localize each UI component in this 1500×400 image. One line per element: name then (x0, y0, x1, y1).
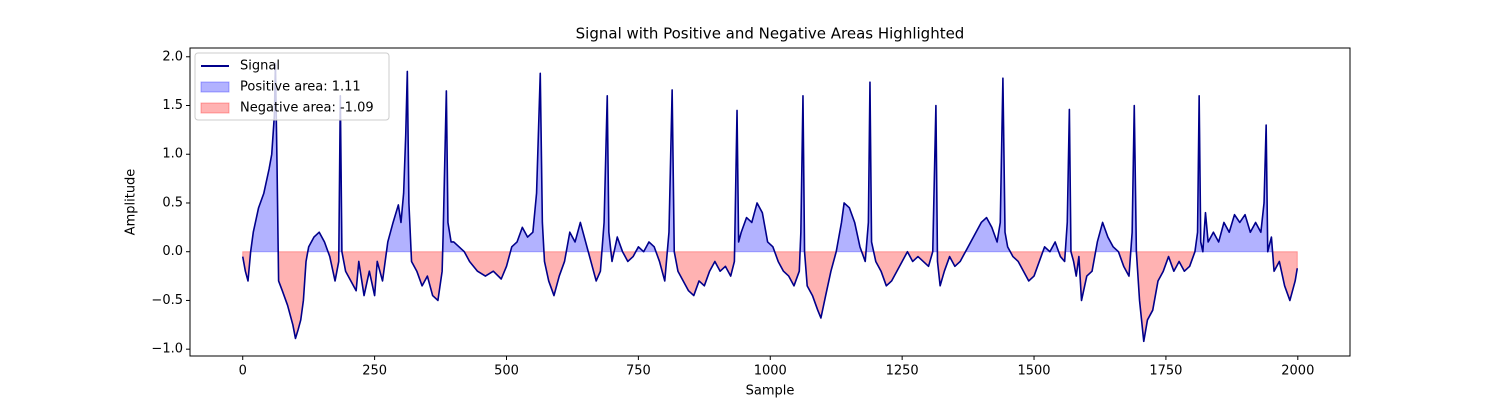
y-axis-label: Amplitude (124, 169, 139, 236)
signal-line (241, 62, 1299, 343)
legend-label: Signal (240, 59, 280, 74)
y-tick-label: −1.0 (151, 342, 183, 357)
legend-label: Positive area: 1.11 (240, 80, 361, 95)
x-tick-label: 500 (494, 364, 519, 379)
x-tick-label: 0 (239, 364, 247, 379)
x-tick-label: 1500 (1017, 364, 1050, 379)
y-tick-label: 0.0 (162, 244, 183, 259)
y-tick-label: 1.0 (162, 147, 183, 162)
legend-label: Negative area: -1.09 (240, 101, 374, 116)
legend-handle (200, 81, 230, 93)
y-tick-label: 1.5 (162, 98, 183, 113)
x-tick-label: 2000 (1281, 364, 1314, 379)
legend-handle (200, 102, 230, 114)
x-tick-label: 1750 (1149, 364, 1182, 379)
y-tick-label: 0.5 (162, 195, 183, 210)
x-axis-label: Sample (746, 384, 795, 399)
area-fill (250, 63, 1274, 253)
legend-box (194, 52, 390, 121)
y-tick-label: −0.5 (151, 293, 183, 308)
x-tick-label: 750 (626, 364, 651, 379)
x-tick-label: 1000 (754, 364, 787, 379)
x-tick-label: 1250 (886, 364, 919, 379)
y-tick-label: 2.0 (162, 49, 183, 64)
chart-title: Signal with Positive and Negative Areas … (576, 25, 965, 43)
x-tick-label: 250 (362, 364, 387, 379)
